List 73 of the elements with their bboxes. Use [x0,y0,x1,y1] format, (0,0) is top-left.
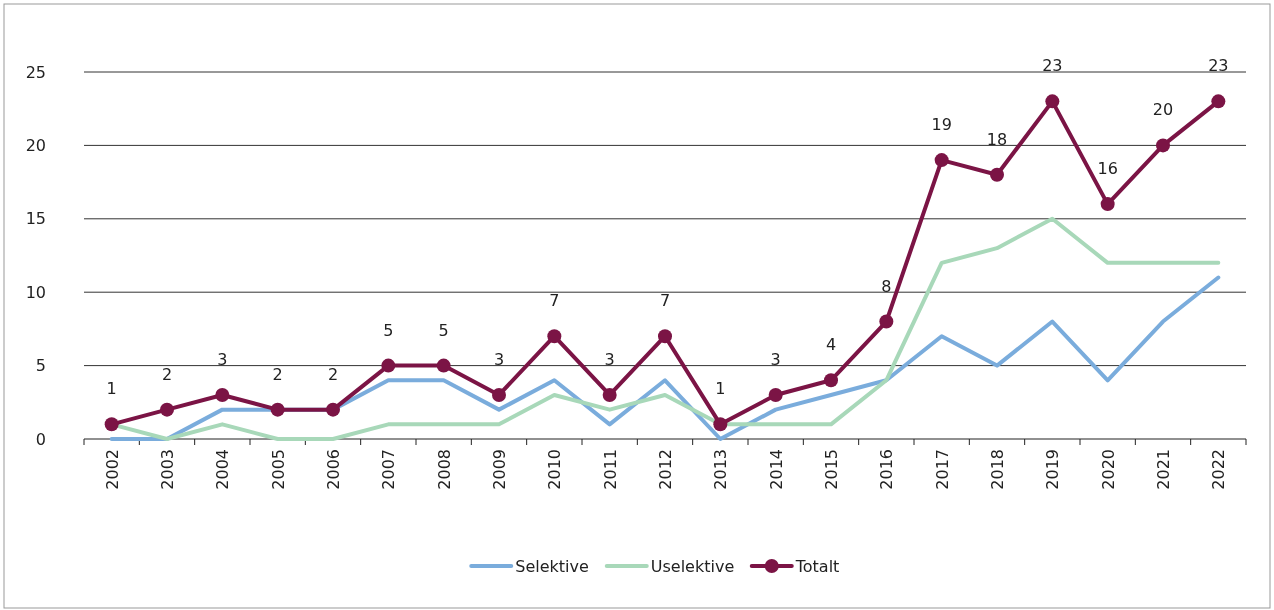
point [492,387,506,402]
x-tick-label: 2015 [822,449,841,490]
data-label: 1 [715,379,726,399]
point [104,417,119,432]
data-label: 2 [161,364,173,384]
x-tick-label: 2002 [102,449,122,490]
data-label: 4 [825,335,837,355]
data-label: 3 [604,349,615,369]
x-tick-label: 2005 [268,449,288,490]
x-tick-label: 2009 [490,449,509,490]
data-label: 5 [383,320,394,340]
y-tick-label: 20 [25,136,46,155]
point [270,402,285,417]
point [215,387,230,402]
point [381,358,396,373]
x-tick-label: 2012 [656,449,675,490]
data-label: 8 [881,276,892,296]
line-series [109,275,1221,441]
data-label: 2 [272,364,283,384]
x-tick-label: 2014 [766,449,786,490]
data-label: 3 [770,349,781,369]
point [934,153,949,168]
point [1156,138,1170,153]
x-tick-label: 2018 [988,449,1007,490]
y-tick-label: 25 [25,62,46,82]
point [326,402,340,417]
point [990,167,1004,182]
x-tick-label: 2016 [877,449,897,490]
x-tick-label: 2022 [1209,449,1229,490]
x-tick-label: 2019 [1043,449,1063,490]
data-label: 5 [438,320,449,340]
data-label: 2 [327,364,339,384]
x-tick-label: 2011 [600,449,620,490]
data-label: 7 [659,291,671,311]
legend-label: Totalt [794,556,840,576]
data-label: 23 [1208,56,1229,76]
x-tick-label: 2013 [711,449,731,490]
point [547,329,562,344]
x-tick-label: 2020 [1098,449,1118,490]
data-label: 3 [493,349,505,369]
point [602,387,617,402]
y-tick-label: 10 [25,282,46,302]
data-label: 3 [217,349,228,369]
point [658,329,672,344]
point [1100,197,1115,212]
x-tick-label: 2017 [932,449,952,490]
x-tick-label: 2006 [324,449,343,490]
data-label: 18 [986,129,1008,149]
x-tick-label: 2021 [1154,449,1173,490]
point [879,314,894,329]
point [160,402,174,417]
point [768,387,783,402]
legend-label: Uselektive [650,556,735,576]
data-label: 1 [106,379,117,399]
data-label: 20 [1152,100,1174,120]
legend-label: Selektive [515,556,589,576]
x-tick-label: 2003 [158,449,177,490]
point [713,417,728,432]
point [1045,94,1060,109]
data-label: 16 [1097,159,1118,179]
data-label: 23 [1042,56,1063,76]
y-tick-label: 15 [25,209,46,229]
point [1211,94,1226,109]
data-label: 19 [931,115,952,135]
y-tick-label: 5 [35,356,46,376]
data-label: 7 [549,291,560,311]
x-tick-label: 2004 [213,449,233,490]
x-tick-label: 2008 [434,449,454,490]
point [824,373,838,388]
point [436,358,451,373]
x-tick-label: 2010 [545,449,565,490]
y-tick-label: 0 [35,429,46,449]
x-tick-label: 2007 [379,449,399,490]
